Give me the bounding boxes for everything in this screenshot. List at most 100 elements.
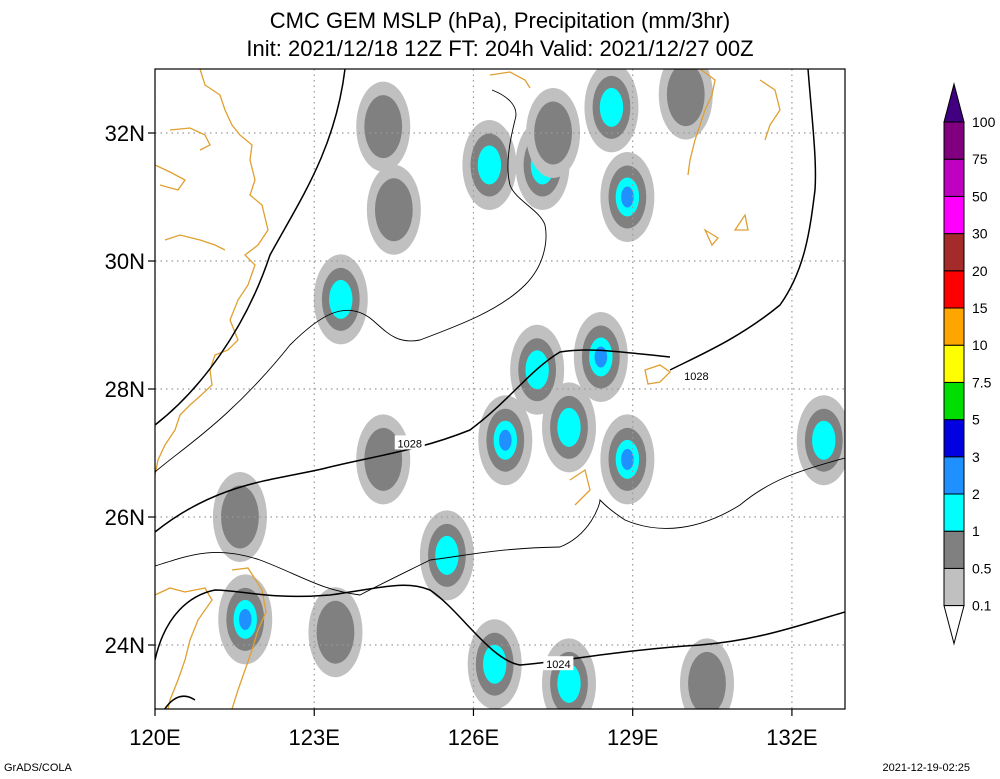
precip-cell bbox=[600, 152, 655, 242]
precip-level-1 bbox=[435, 535, 459, 575]
footer-left-label: GrADS/COLA bbox=[4, 762, 72, 774]
colorbar-top-arrow bbox=[943, 82, 965, 123]
colorbar-swatch bbox=[943, 456, 965, 495]
precip-cell bbox=[212, 472, 267, 562]
precip-cell bbox=[796, 395, 845, 486]
x-tick-label: 129E bbox=[607, 725, 658, 750]
colorbar-label: 5 bbox=[972, 412, 980, 428]
precip-cell bbox=[542, 382, 596, 473]
isobar-label-bg bbox=[543, 656, 574, 671]
gridlines bbox=[155, 69, 845, 709]
x-tick-label: 123E bbox=[289, 725, 340, 750]
colorbar-swatch bbox=[943, 158, 965, 197]
precip-level-1 bbox=[557, 663, 581, 703]
y-tick-label: 28N bbox=[105, 377, 145, 402]
precipitation-field bbox=[212, 69, 845, 709]
chart-subtitle: Init: 2021/12/18 12Z FT: 204h Valid: 202… bbox=[246, 36, 754, 61]
precip-cell bbox=[658, 69, 713, 140]
colorbar: 0.1 0.5 1 2 3 5 7.5 10 15 20 30 50 75 100 bbox=[943, 82, 996, 646]
y-tick-label: 24N bbox=[105, 633, 145, 658]
precip-level-1 bbox=[477, 145, 502, 185]
y-axis-ticks: 24N 26N 28N 30N 32N bbox=[105, 121, 155, 658]
precip-level-1 bbox=[599, 87, 624, 127]
precip-cell bbox=[526, 88, 581, 178]
colorbar-label: 0.5 bbox=[972, 560, 992, 576]
colorbar-swatch bbox=[943, 344, 965, 383]
precip-cell bbox=[462, 120, 517, 210]
precip-level-2 bbox=[621, 448, 634, 470]
plot-area: 1028 1028 1024 bbox=[155, 69, 845, 709]
chart-title: CMC GEM MSLP (hPa), Precipitation (mm/3h… bbox=[269, 8, 731, 33]
precip-level-0.5 bbox=[221, 485, 259, 549]
precip-cell bbox=[419, 510, 474, 601]
colorbar-label: 15 bbox=[972, 300, 988, 316]
y-tick-label: 30N bbox=[105, 249, 145, 274]
precip-level-2 bbox=[621, 186, 634, 208]
colorbar-swatch bbox=[943, 270, 965, 309]
precip-level-0.5 bbox=[364, 95, 403, 159]
colorbar-bottom-arrow bbox=[943, 605, 965, 646]
precip-cell bbox=[366, 164, 421, 255]
isobars bbox=[155, 69, 845, 709]
colorbar-label: 10 bbox=[972, 337, 988, 353]
isobar-label: 1024 bbox=[546, 659, 570, 671]
precip-level-2 bbox=[238, 608, 252, 630]
precip-cell bbox=[680, 638, 734, 709]
x-tick-label: 120E bbox=[129, 725, 180, 750]
y-tick-label: 26N bbox=[105, 505, 145, 530]
precip-cell bbox=[573, 312, 628, 402]
precip-level-0.5 bbox=[534, 101, 572, 165]
isobar-label-bg bbox=[394, 435, 425, 450]
isobar-labels: 1028 1028 1024 bbox=[394, 368, 712, 671]
precip-cell bbox=[584, 69, 639, 153]
colorbar-swatch bbox=[943, 567, 965, 607]
isobar-label: 1028 bbox=[684, 371, 708, 383]
colorbar-label: 2 bbox=[972, 486, 980, 502]
precip-cell bbox=[478, 395, 533, 486]
precip-cell bbox=[467, 619, 522, 709]
colorbar-label: 3 bbox=[972, 449, 980, 465]
isobars-thin bbox=[155, 89, 845, 596]
colorbar-swatch bbox=[943, 419, 965, 458]
coastlines bbox=[155, 69, 781, 709]
precip-level-2 bbox=[499, 429, 512, 451]
precip-level-0.5 bbox=[374, 178, 413, 242]
precip-level-0.5 bbox=[666, 69, 705, 127]
colorbar-label: 100 bbox=[972, 114, 996, 130]
colorbar-label: 7.5 bbox=[972, 374, 992, 390]
x-axis-ticks: 120E 123E 126E 129E 132E bbox=[129, 709, 818, 750]
precip-cell bbox=[542, 638, 596, 709]
colorbar-swatch bbox=[943, 493, 965, 532]
colorbar-label: 50 bbox=[972, 188, 988, 204]
precip-level-0.5 bbox=[688, 651, 726, 709]
precip-cell bbox=[218, 574, 273, 665]
footer-timestamp: 2021-12-19-02:25 bbox=[882, 762, 970, 774]
isobar-label-bg bbox=[681, 368, 712, 383]
colorbar-label: 0.1 bbox=[972, 598, 992, 614]
y-tick-label: 32N bbox=[105, 121, 145, 146]
isobar-label: 1028 bbox=[398, 438, 422, 450]
precip-level-1 bbox=[812, 420, 836, 460]
x-tick-label: 126E bbox=[448, 725, 499, 750]
precip-level-0.5 bbox=[316, 600, 355, 664]
colorbar-swatch bbox=[943, 121, 965, 160]
precip-level-2 bbox=[594, 346, 608, 368]
precip-level-1 bbox=[482, 644, 507, 684]
colorbar-label: 30 bbox=[972, 226, 988, 242]
colorbar-swatch bbox=[943, 195, 965, 235]
precip-cell bbox=[600, 414, 655, 505]
colorbar-swatch bbox=[943, 381, 965, 421]
colorbar-label: 20 bbox=[972, 263, 988, 279]
colorbar-label: 1 bbox=[972, 523, 980, 539]
x-tick-label: 132E bbox=[766, 725, 817, 750]
precip-cell bbox=[356, 81, 411, 172]
precip-level-1 bbox=[329, 279, 353, 319]
colorbar-label: 75 bbox=[972, 151, 988, 167]
precip-level-1 bbox=[557, 407, 581, 447]
colorbar-swatch bbox=[943, 530, 965, 569]
precip-level-0.5 bbox=[364, 427, 403, 491]
colorbar-swatch bbox=[943, 307, 965, 346]
precip-cell bbox=[308, 587, 363, 678]
colorbar-swatch bbox=[943, 233, 965, 272]
